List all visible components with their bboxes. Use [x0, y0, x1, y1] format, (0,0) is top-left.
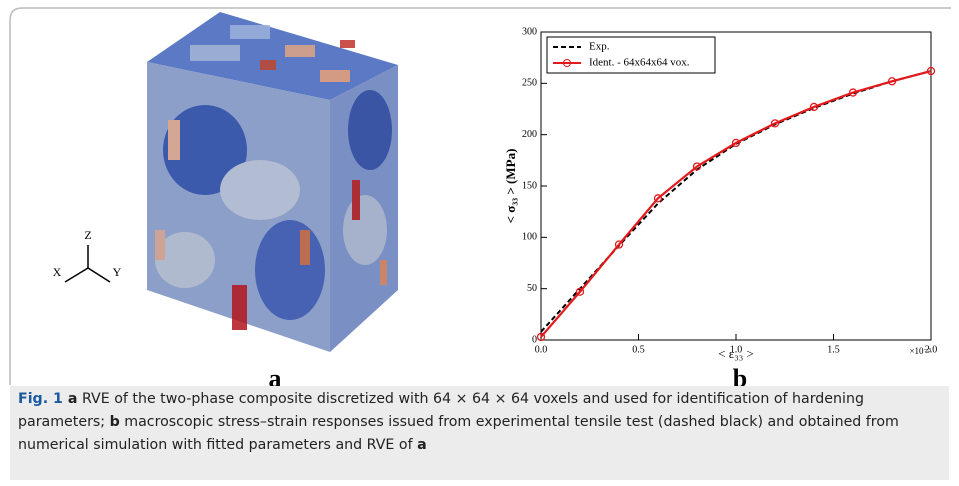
y-tick-label: 150 [522, 180, 537, 191]
panel-label: a [269, 364, 282, 386]
x-offset-label: ×10⁻³ [909, 346, 931, 356]
series-line [540, 70, 932, 333]
data-point [692, 162, 702, 171]
caption-text: a [417, 437, 427, 453]
data-point [848, 88, 858, 97]
data-point [887, 77, 897, 86]
axis-label-x: X [53, 265, 62, 279]
plot-frame [540, 31, 932, 341]
legend-box [546, 36, 716, 74]
data-point [575, 287, 585, 296]
x-tick-label: 0.5 [632, 344, 645, 355]
y-tick-label: 50 [527, 283, 537, 294]
panel-label: b [733, 364, 747, 386]
y-tick-label: 300 [522, 26, 537, 37]
y-tick-label: 0 [532, 334, 537, 345]
axis-label-y: Y [113, 265, 122, 279]
data-point [614, 240, 624, 249]
data-point [770, 119, 780, 128]
data-point [536, 332, 546, 342]
caption-text: RVE of the two-phase composite discretiz… [18, 391, 864, 430]
caption-text: macroscopic stress–strain responses issu… [18, 414, 899, 453]
figure-art: Z X Y a b < ε₃₃ > < σ₃₃ > (MPa) ×10⁻³ 0.… [9, 7, 951, 386]
x-tick-label: 1.0 [730, 344, 743, 355]
x-tick-label: 2.0 [925, 344, 938, 355]
y-tick-label: 100 [522, 232, 537, 243]
y-tick-label: 200 [522, 129, 537, 140]
legend-label: Ident. - 64x64x64 vox. [589, 57, 690, 69]
legend-label: Exp. [589, 41, 610, 53]
caption-text: Fig. 1 [18, 391, 63, 407]
y-axis-label: < σ₃₃ > (MPa) [503, 149, 518, 224]
x-axis-label: < ε₃₃ > [718, 346, 754, 361]
rve-cube [147, 12, 398, 352]
legend-marker [563, 59, 571, 67]
caption: Fig. 1 a RVE of the two-phase composite … [10, 386, 949, 480]
x-tick-label: 1.5 [827, 344, 840, 355]
data-point [731, 138, 741, 148]
caption-text: a [62, 391, 78, 407]
data-point [926, 66, 936, 76]
x-tick-label: 0.0 [535, 344, 548, 355]
y-tick-label: 250 [522, 78, 537, 89]
caption-text: b [109, 414, 120, 430]
axis-label-z: Z [84, 228, 91, 242]
frame [9, 7, 951, 385]
data-point [653, 194, 663, 203]
data-point [809, 102, 819, 112]
series-line [540, 69, 932, 338]
axes-triad [64, 245, 111, 283]
